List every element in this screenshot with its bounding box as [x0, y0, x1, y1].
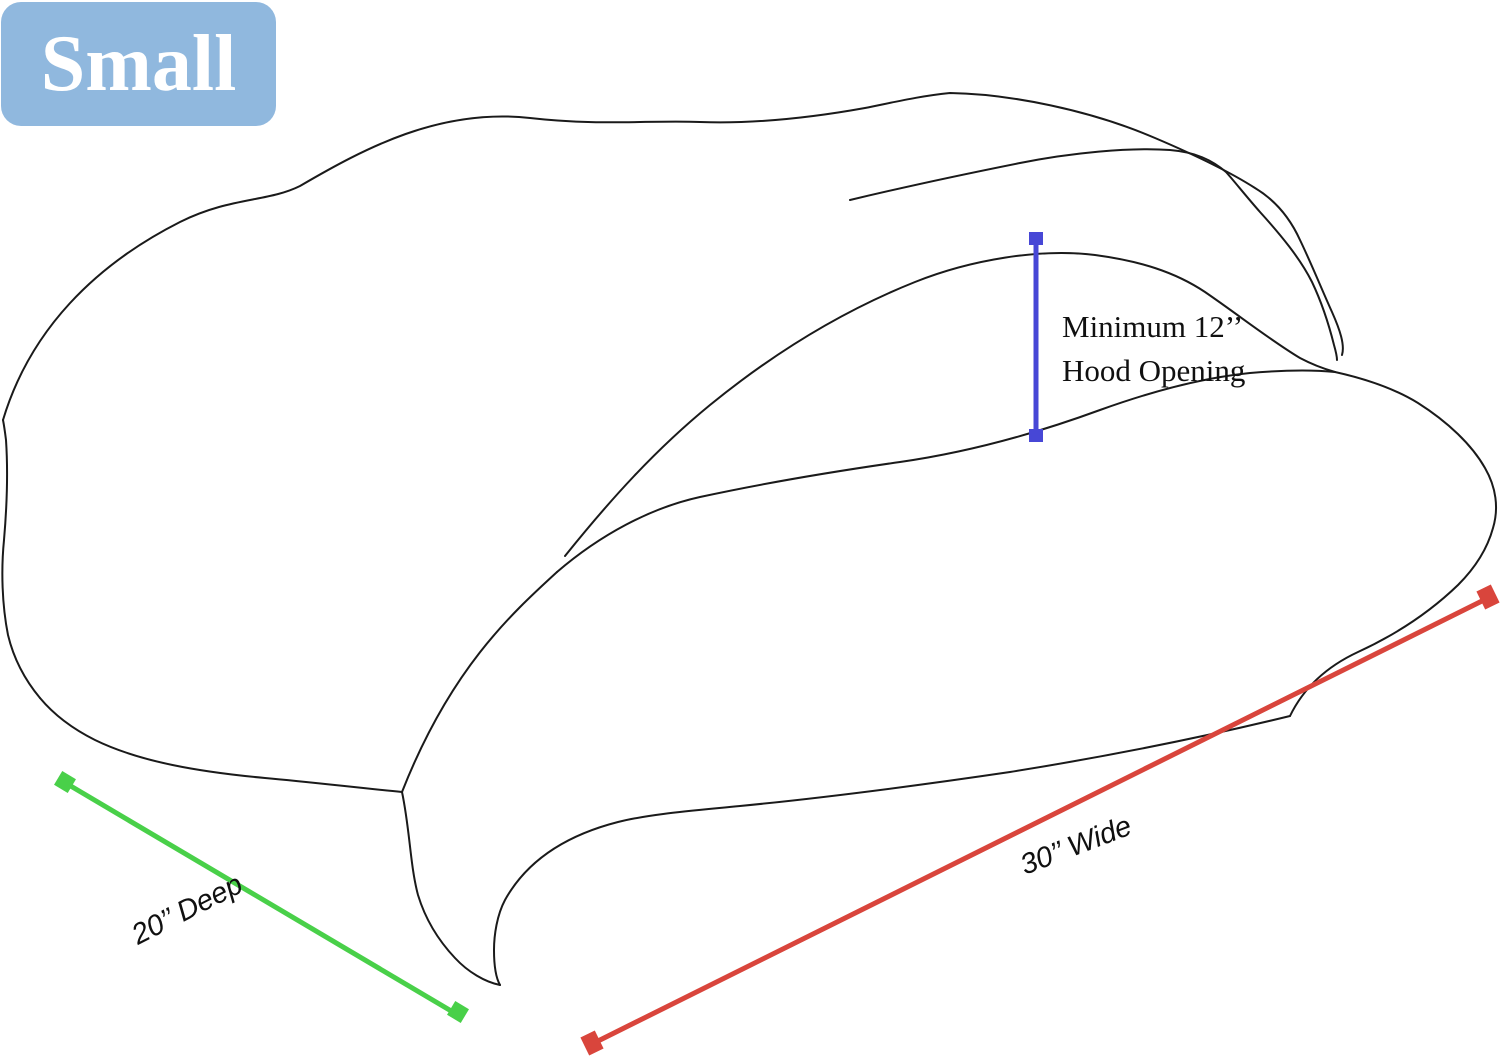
- svg-text:Minimum 12’’: Minimum 12’’: [1062, 309, 1243, 344]
- svg-text:30’’ Wide: 30’’ Wide: [1016, 810, 1136, 882]
- svg-text:Hood Opening: Hood Opening: [1062, 353, 1245, 388]
- svg-text:20’’ Deep: 20’’ Deep: [126, 868, 248, 951]
